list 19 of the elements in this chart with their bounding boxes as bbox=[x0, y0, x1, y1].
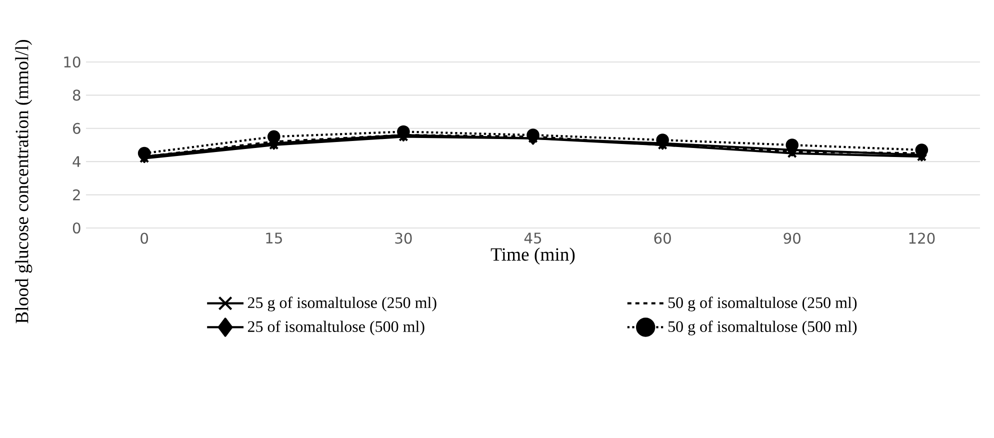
legend-label: 50 g of isomaltulose (500 ml) bbox=[668, 320, 857, 336]
y-tick-label: 6 bbox=[73, 122, 80, 134]
y-tick-label: 4 bbox=[72, 156, 80, 167]
x-tick-label: 60 bbox=[654, 232, 671, 244]
legend-label: 25 of isomaltulose (500 ml) bbox=[248, 320, 424, 336]
y-tick-label: 8 bbox=[72, 90, 80, 101]
y-tick-label: 10 bbox=[64, 56, 80, 68]
x-tick-label: 30 bbox=[395, 232, 412, 244]
x-tick-label: 0 bbox=[140, 232, 148, 244]
legend-label: 25 g of isomaltulose (250 ml) bbox=[248, 296, 436, 312]
legend-label: 50 g of isomaltulose (250 ml) bbox=[668, 296, 857, 312]
y-tick-label: 0 bbox=[72, 222, 80, 234]
x-tick-label: 15 bbox=[266, 232, 282, 244]
x-tick-label: 120 bbox=[909, 232, 935, 244]
y-axis-title: Blood glucose concentration (mmol/l) bbox=[15, 40, 32, 324]
x-tick-label: 45 bbox=[524, 232, 542, 244]
x-tick-label: 90 bbox=[784, 232, 800, 244]
y-tick-label: 2 bbox=[73, 189, 80, 200]
x-axis-title: Time (min) bbox=[490, 248, 575, 265]
